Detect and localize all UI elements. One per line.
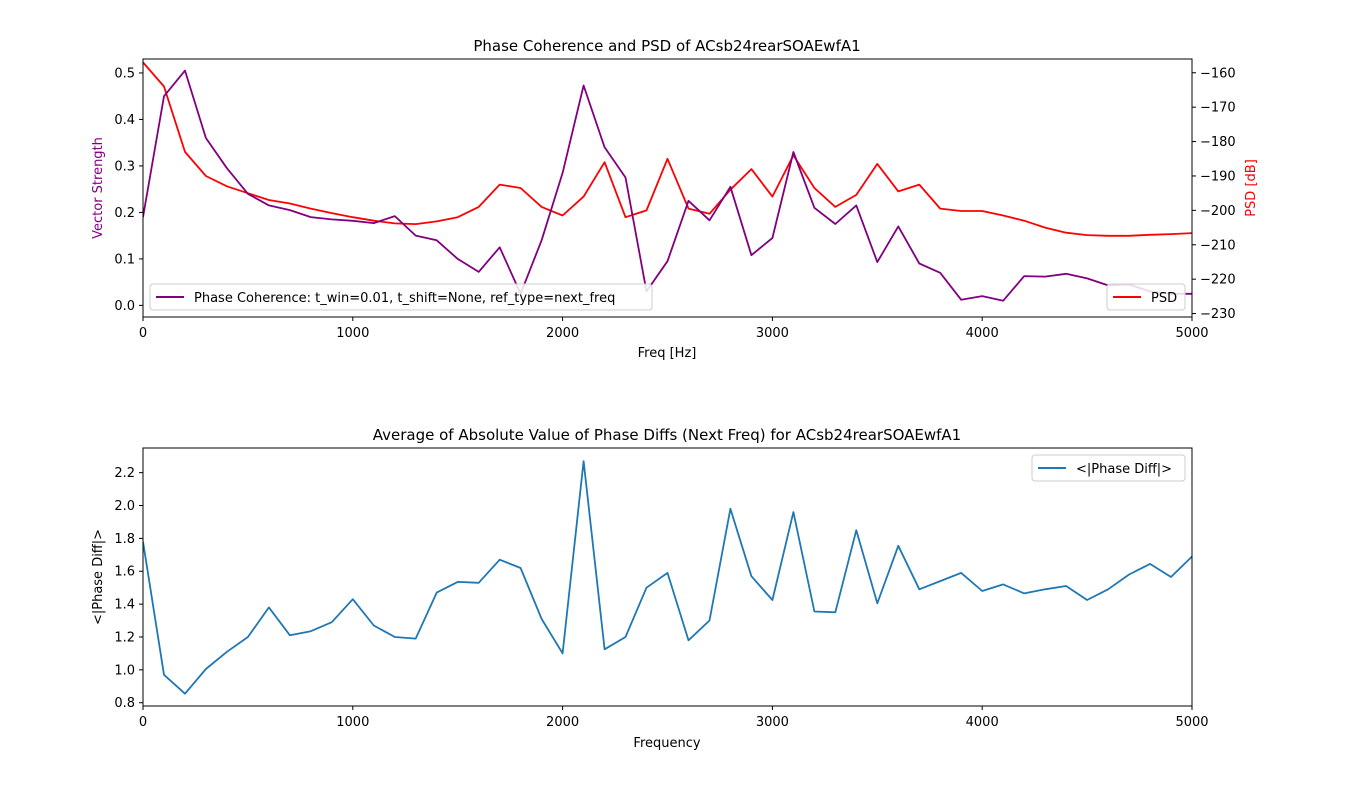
chart2-y-tick-label: 2.0 [114, 499, 135, 514]
chart2-legend-box [1031, 454, 1186, 482]
chart2-x-tick-label: 1000 [336, 715, 369, 730]
coherence-line [143, 69, 1192, 302]
chart1-y-tick-label: 0.0 [114, 299, 135, 314]
chart1-x-tick-label: 1000 [336, 326, 369, 341]
chart1-yright-tick-label: −220 [1200, 273, 1236, 288]
chart2-x-axis-ticks: 0 1000 2000 3000 4000 5000 [139, 706, 1209, 730]
chart1-yright-tick-label: −200 [1200, 204, 1236, 219]
chart1-y-tick-label: 0.5 [114, 66, 135, 81]
chart1-legend-psd-box [1106, 283, 1186, 311]
chart2-x-tick-label: 2000 [546, 715, 579, 730]
chart1-x-axis-label: Freq [Hz] [638, 346, 697, 361]
psd-line [143, 61, 1192, 237]
chart2-legend: <|Phase Diff|> [1031, 454, 1186, 482]
chart1-yright-tick-label: −210 [1200, 238, 1236, 253]
chart2-y-tick-label: 1.4 [114, 598, 135, 613]
chart1-x-tick-label: 3000 [756, 326, 789, 341]
chart2-legend-label: <|Phase Diff|> [1076, 462, 1172, 477]
chart1-left-axis-ticks: 0.0 0.1 0.2 0.3 0.4 0.5 [114, 66, 143, 314]
chart1-legend-coherence-label: Phase Coherence: t_win=0.01, t_shift=Non… [194, 291, 615, 306]
chart2-y-tick-label: 0.8 [114, 696, 135, 711]
chart2-x-tick-label: 0 [139, 715, 147, 730]
chart1-yright-tick-label: −190 [1200, 169, 1236, 184]
chart1-y-tick-label: 0.2 [114, 206, 135, 221]
phase-diff-line [143, 460, 1192, 695]
chart1-x-tick-label: 4000 [966, 326, 999, 341]
chart1-y-axis-label: Vector Strength [91, 137, 106, 239]
chart2-x-tick-label: 4000 [966, 715, 999, 730]
chart1-right-axis-label: PSD [dB] [1244, 159, 1259, 217]
chart1-x-axis-ticks: 0 1000 2000 3000 4000 5000 [139, 317, 1209, 341]
chart1-legend-psd-label: PSD [1151, 291, 1177, 306]
phase-diff-chart: Average of Absolute Value of Phase Diffs… [91, 426, 1209, 751]
chart1-psd-series [143, 61, 1192, 237]
chart2-phase-diff-series [143, 460, 1192, 695]
chart2-x-tick-label: 5000 [1175, 715, 1208, 730]
chart1-x-tick-label: 2000 [546, 326, 579, 341]
chart2-y-axis-label: <|Phase Diff|> [91, 529, 106, 625]
chart2-y-tick-label: 1.2 [114, 630, 135, 645]
chart1-legend-coherence: Phase Coherence: t_win=0.01, t_shift=Non… [149, 283, 653, 311]
chart1-legend-coherence-box [149, 283, 653, 311]
chart2-x-tick-label: 3000 [756, 715, 789, 730]
coherence-psd-chart: Phase Coherence and PSD of ACsb24rearSOA… [91, 37, 1259, 361]
chart2-y-tick-label: 1.0 [114, 663, 135, 678]
chart1-x-tick-label: 0 [139, 326, 147, 341]
chart1-yright-tick-label: −170 [1200, 101, 1236, 116]
chart1-x-tick-label: 5000 [1175, 326, 1208, 341]
chart2-x-axis-label: Frequency [633, 736, 700, 751]
chart2-plot-frame [142, 447, 1193, 707]
chart1-y-tick-label: 0.3 [114, 159, 135, 174]
chart2-y-tick-label: 2.2 [114, 466, 135, 481]
chart1-right-axis-ticks: −160 −170 −180 −190 −200 −210 −220 −230 [1192, 66, 1236, 322]
chart2-y-tick-label: 1.8 [114, 532, 135, 547]
chart2-y-axis-ticks: 0.8 1.0 1.2 1.4 1.6 1.8 2.0 2.2 [114, 466, 143, 711]
chart1-yright-tick-label: −180 [1200, 135, 1236, 150]
chart1-yright-tick-label: −160 [1200, 66, 1236, 81]
chart2-y-tick-label: 1.6 [114, 565, 135, 580]
chart1-y-tick-label: 0.4 [114, 113, 135, 128]
chart1-y-tick-label: 0.1 [114, 252, 135, 267]
chart1-plot-frame [142, 58, 1193, 318]
chart1-coherence-series [143, 69, 1192, 302]
chart1-title: Phase Coherence and PSD of ACsb24rearSOA… [473, 37, 860, 55]
chart2-title: Average of Absolute Value of Phase Diffs… [373, 426, 961, 444]
chart1-yright-tick-label: −230 [1200, 307, 1236, 322]
chart1-legend-psd: PSD [1106, 283, 1186, 311]
